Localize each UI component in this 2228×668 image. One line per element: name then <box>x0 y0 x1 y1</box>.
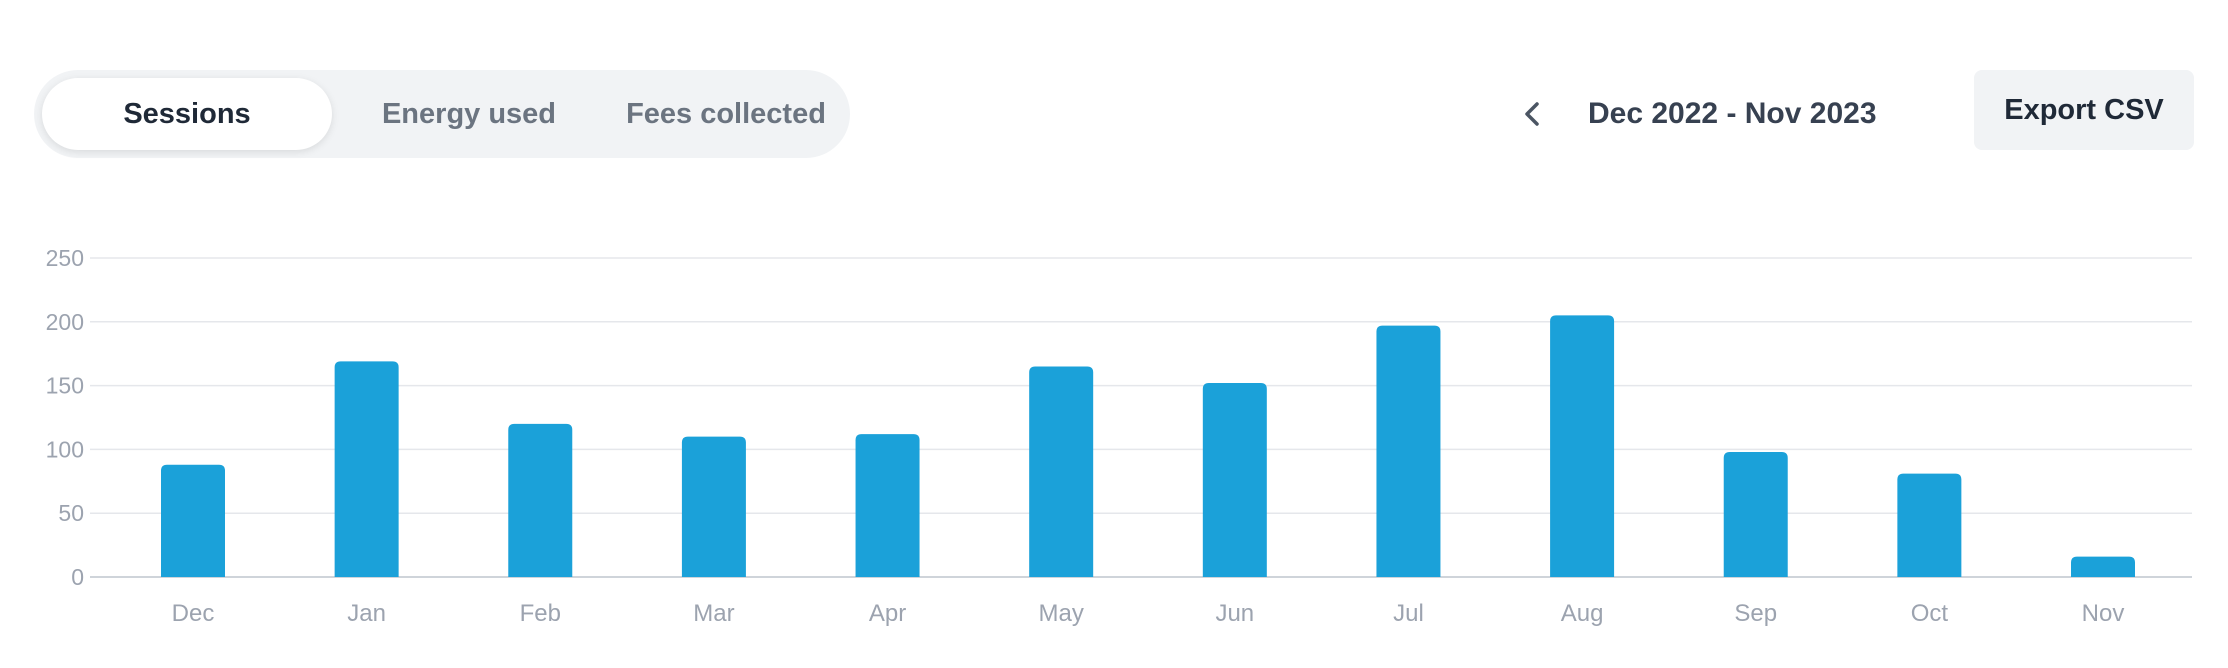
tab-sessions[interactable]: Sessions <box>42 78 332 150</box>
bar-jan[interactable] <box>334 361 399 577</box>
bar-jun[interactable] <box>1202 383 1267 577</box>
y-tick-label: 100 <box>46 436 84 462</box>
x-tick-label: Aug <box>1561 600 1604 627</box>
x-tick-label: May <box>1039 600 1084 627</box>
bar-may[interactable] <box>1029 366 1094 577</box>
x-tick-label: Oct <box>1911 600 1949 627</box>
y-tick-label: 150 <box>46 373 84 399</box>
y-axis-ticks: 0 50 100 150 200 250 <box>46 245 84 590</box>
chart-gridlines <box>90 257 2192 578</box>
bar-apr[interactable] <box>855 434 920 577</box>
tab-fees-collected[interactable]: Fees collected <box>626 98 826 130</box>
x-tick-label: Nov <box>2082 600 2125 627</box>
x-axis-ticks: Dec Jan Feb Mar Apr May Jun Jul Aug Sep Oct Nov <box>172 600 2125 627</box>
previous-period-button[interactable] <box>1510 90 1554 138</box>
x-tick-label: Sep <box>1734 600 1777 627</box>
y-tick-label: 0 <box>71 564 84 590</box>
bar-dec[interactable] <box>161 464 225 577</box>
export-csv-button[interactable]: Export CSV <box>1974 70 2194 150</box>
y-tick-label: 250 <box>46 245 84 271</box>
bar-aug[interactable] <box>1550 315 1615 577</box>
x-tick-label: Jul <box>1393 600 1424 627</box>
y-tick-label: 50 <box>58 500 84 526</box>
metric-tabs: Sessions Energy used Fees collected <box>34 70 850 158</box>
x-tick-label: Feb <box>520 600 561 627</box>
x-tick-label: Apr <box>869 600 906 627</box>
x-tick-label: Jun <box>1215 600 1254 627</box>
x-tick-label: Dec <box>172 600 215 627</box>
tab-energy-used[interactable]: Energy used <box>381 98 557 130</box>
bar-sep[interactable] <box>1723 451 1788 577</box>
bar-jul[interactable] <box>1376 325 1441 577</box>
chevron-left-icon <box>1525 102 1539 126</box>
bar-oct[interactable] <box>1897 473 1962 577</box>
bar-feb[interactable] <box>508 423 573 577</box>
x-tick-label: Mar <box>693 600 734 627</box>
bar-nov[interactable] <box>2071 556 2135 577</box>
date-range-label: Dec 2022 - Nov 2023 <box>1588 97 1877 130</box>
x-tick-label: Jan <box>347 600 386 627</box>
bar-mar[interactable] <box>681 436 746 577</box>
y-tick-label: 200 <box>46 309 84 335</box>
chart-bars <box>161 315 2135 577</box>
